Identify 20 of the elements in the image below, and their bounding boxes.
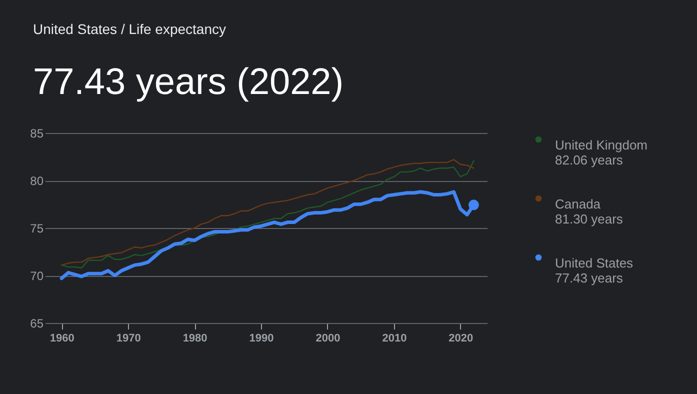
legend-label: United States xyxy=(555,256,634,270)
text: 77.43 years xyxy=(555,270,624,286)
x-tick-label: 1980 xyxy=(182,332,208,344)
chart-subtitle: 77.43 years (2022) xyxy=(33,61,344,102)
text: 82.06 years xyxy=(555,152,624,168)
y-tick-label: 80 xyxy=(30,174,44,188)
y-tick-label: 85 xyxy=(30,126,44,140)
x-tick-label: 2010 xyxy=(382,332,407,344)
y-tick-label: 70 xyxy=(30,269,44,283)
text: 81.30 years xyxy=(555,212,624,226)
x-tick-label: 1960 xyxy=(50,332,74,344)
x-tick-label: 1970 xyxy=(116,332,141,344)
legend-label: Canada xyxy=(555,196,602,212)
y-tick-label: 65 xyxy=(30,316,44,330)
chart-title: United States / Life expectancy xyxy=(33,21,226,37)
y-tick-label: 75 xyxy=(30,222,44,236)
x-tick-label: 2020 xyxy=(448,332,474,344)
legend-label: United Kingdom xyxy=(555,138,648,152)
x-tick-label: 2000 xyxy=(316,332,340,344)
x-tick-label: 1990 xyxy=(249,332,274,344)
